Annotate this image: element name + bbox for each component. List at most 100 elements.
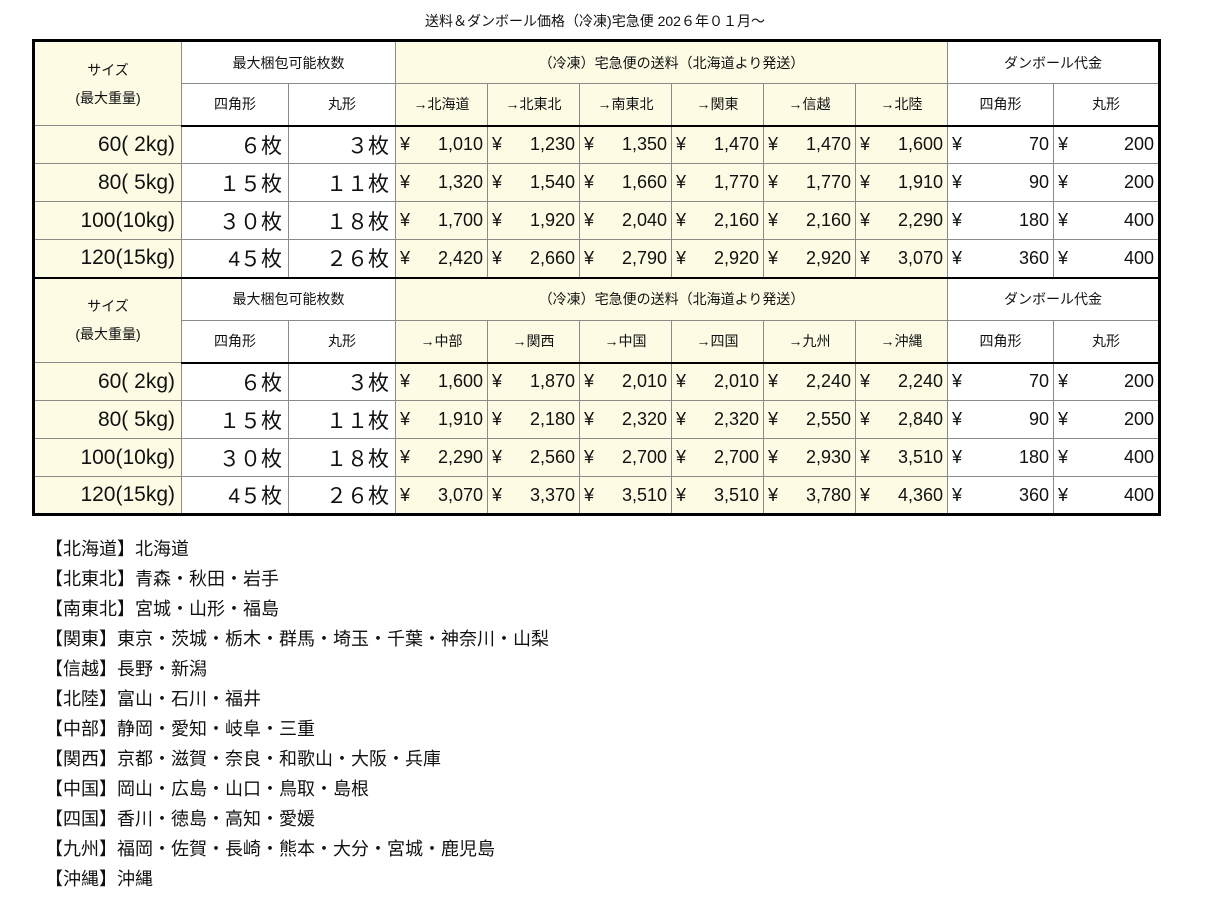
price-value: 2,700 [621,447,667,467]
currency-symbol: ¥ [860,134,871,155]
freight-price-cell: ¥3,070 [395,476,488,515]
currency-symbol: ¥ [952,484,963,505]
size-cell: 80( 5kg) [33,163,182,202]
currency-symbol: ¥ [584,409,595,429]
currency-symbol: ¥ [400,484,411,505]
freight-price-cell: ¥3,780 [763,476,856,515]
carton-square-header: 四角形 [947,320,1054,364]
freight-price-cell: ¥2,550 [763,400,856,439]
price-value: 2,920 [713,247,759,268]
freight-price-cell: ¥2,920 [763,239,856,279]
price-value: 1,470 [713,134,759,155]
freight-price-cell: ¥2,930 [763,438,856,477]
currency-symbol: ¥ [400,134,411,155]
carton-round-header: 丸形 [1053,83,1160,127]
price-value: 1,920 [529,210,575,230]
currency-symbol: ¥ [860,447,871,467]
count-round-header: 丸形 [288,83,396,127]
currency-symbol: ¥ [492,134,503,155]
header-row: サイズ (最大重量) 最大梱包可能枚数 （冷凍）宅急便の送料（北海道より発送） ダンボー… [33,277,1160,363]
currency-symbol: ¥ [584,484,595,505]
currency-symbol: ¥ [768,172,779,192]
carton-price-cell: ¥360 [947,239,1054,279]
currency-symbol: ¥ [860,371,871,392]
destination-header: →関東 [671,83,764,127]
price-value: 90 [1028,172,1049,192]
table-row: 60( 2kg) ６枚 ３枚 ¥1,600 ¥1,870 ¥2,010 ¥2,010 ¥2,2… [33,362,1160,401]
currency-symbol: ¥ [400,371,411,392]
table-row: 80( 5kg) １５枚 １１枚 ¥1,910 ¥2,180 ¥2,320 ¥2,320 ¥2… [33,400,1160,439]
price-value: 200 [1123,409,1154,429]
price-value: 2,320 [713,409,759,429]
price-value: 2,290 [437,447,483,467]
currency-symbol: ¥ [768,371,779,392]
table-row: 60( 2kg) ６枚 ３枚 ¥1,010 ¥1,230 ¥1,350 ¥1,470 ¥1,4… [33,125,1160,164]
legend-item: 【中部】静岡・愛知・岐阜・三重 [45,719,315,739]
price-value: 400 [1123,447,1154,467]
currency-symbol: ¥ [676,484,687,505]
carton-price-cell: ¥400 [1053,239,1160,279]
subheader-row: 四角形 丸形 →中部 →関西 →中国 →四国 →九州 →沖縄 四角形 丸形 [34,320,1160,364]
price-value: 2,840 [897,409,943,429]
size-cell: 80( 5kg) [33,400,182,439]
price-value: 2,010 [621,371,667,392]
size-sub-label: (最大重量) [75,326,141,343]
price-value: 2,420 [437,247,483,268]
legend-item: 【中国】岡山・広島・山口・鳥取・島根 [45,779,369,799]
count-header: 最大梱包可能枚数 [181,40,396,84]
carton-price-cell: ¥200 [1053,125,1160,164]
legend-item: 【関西】京都・滋賀・奈良・和歌山・大阪・兵庫 [45,749,441,769]
destination-header: →中国 [579,320,672,364]
freight-header: （冷凍）宅急便の送料（北海道より発送） [395,40,948,84]
price-value: 2,040 [621,210,667,230]
currency-symbol: ¥ [860,210,871,230]
freight-price-cell: ¥4,360 [855,476,948,515]
price-value: 2,240 [897,371,943,392]
freight-price-cell: ¥2,790 [579,239,672,279]
square-count-cell: ６枚 [181,362,289,401]
square-count-cell: ３０枚 [181,201,289,240]
price-value: 2,180 [529,409,575,429]
currency-symbol: ¥ [492,409,503,429]
currency-symbol: ¥ [860,484,871,505]
price-value: 360 [1018,484,1049,505]
currency-symbol: ¥ [584,247,595,268]
legend-item: 【信越】長野・新潟 [45,659,207,679]
currency-symbol: ¥ [676,409,687,429]
currency-symbol: ¥ [952,409,963,429]
price-value: 1,870 [529,371,575,392]
freight-price-cell: ¥2,840 [855,400,948,439]
count-square-header: 四角形 [181,320,289,364]
price-value: 3,510 [897,447,943,467]
carton-price-cell: ¥180 [947,201,1054,240]
size-label: サイズ [87,61,129,78]
price-value: 1,010 [437,134,483,155]
destination-header: →北陸 [855,83,948,127]
currency-symbol: ¥ [400,447,411,467]
destination-header: →四国 [671,320,764,364]
freight-price-cell: ¥1,660 [579,163,672,202]
price-value: 2,010 [713,371,759,392]
price-value: 90 [1028,409,1049,429]
table-row: 100(10kg) ３０枚 １８枚 ¥1,700 ¥1,920 ¥2,040 ¥2,160 ¥… [33,201,1160,240]
destination-header: →信越 [763,83,856,127]
freight-price-cell: ¥2,920 [671,239,764,279]
freight-price-cell: ¥2,160 [671,201,764,240]
freight-price-cell: ¥2,420 [395,239,488,279]
price-value: 1,600 [437,371,483,392]
freight-price-cell: ¥1,350 [579,125,672,164]
price-value: 400 [1123,484,1154,505]
currency-symbol: ¥ [860,172,871,192]
freight-price-cell: ¥1,600 [395,362,488,401]
freight-price-cell: ¥2,180 [487,400,580,439]
price-value: 400 [1123,247,1154,268]
currency-symbol: ¥ [400,172,411,192]
currency-symbol: ¥ [676,172,687,192]
freight-price-cell: ¥1,870 [487,362,580,401]
freight-price-cell: ¥1,470 [671,125,764,164]
freight-price-cell: ¥3,510 [579,476,672,515]
square-count-cell: ６枚 [181,125,289,164]
price-value: 2,550 [805,409,851,429]
currency-symbol: ¥ [676,210,687,230]
round-count-cell: １１枚 [288,400,396,439]
